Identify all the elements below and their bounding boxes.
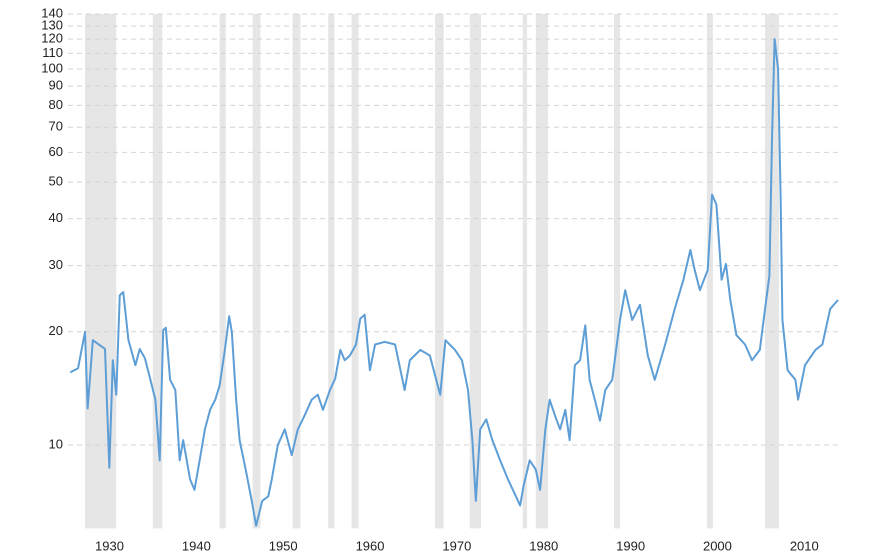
recession-band <box>351 14 359 529</box>
x-tick-label: 1950 <box>269 538 298 553</box>
y-tick-label: 50 <box>49 174 63 189</box>
y-tick-label: 110 <box>42 45 63 60</box>
x-tick-label: 1970 <box>442 538 471 553</box>
recession-band <box>535 14 548 529</box>
y-tick-label: 80 <box>49 97 63 112</box>
recession-band <box>469 14 482 529</box>
recession-band <box>85 14 117 529</box>
y-tick-label: 20 <box>49 323 63 338</box>
recession-band <box>765 14 779 529</box>
y-tick-label: 120 <box>41 31 63 46</box>
x-tick-label: 1930 <box>95 538 124 553</box>
x-tick-label: 1990 <box>616 538 645 553</box>
y-tick-label: 90 <box>49 78 63 93</box>
y-tick-label: 100 <box>41 60 63 75</box>
y-tick-label: 30 <box>49 257 63 272</box>
x-tick-label: 1960 <box>356 538 385 553</box>
recession-band <box>252 14 261 529</box>
x-tick-label: 2000 <box>703 538 732 553</box>
recession-band <box>219 14 226 529</box>
recession-band <box>706 14 713 529</box>
recession-band <box>328 14 335 529</box>
x-tick-label: 1980 <box>529 538 558 553</box>
y-tick-label: 70 <box>49 119 63 134</box>
y-tick-label: 10 <box>49 436 63 451</box>
x-tick-label: 2010 <box>790 538 819 553</box>
recession-band <box>435 14 444 529</box>
recession-band <box>292 14 301 529</box>
data-line <box>69 38 839 527</box>
recession-band <box>522 14 528 529</box>
recession-band <box>613 14 621 529</box>
x-tick-label: 1940 <box>182 538 211 553</box>
y-tick-label: 40 <box>49 210 63 225</box>
recession-band <box>152 14 163 529</box>
y-tick-label: 140 <box>41 5 63 20</box>
y-tick-label: 60 <box>49 144 63 159</box>
y-tick-label: 130 <box>41 18 63 33</box>
